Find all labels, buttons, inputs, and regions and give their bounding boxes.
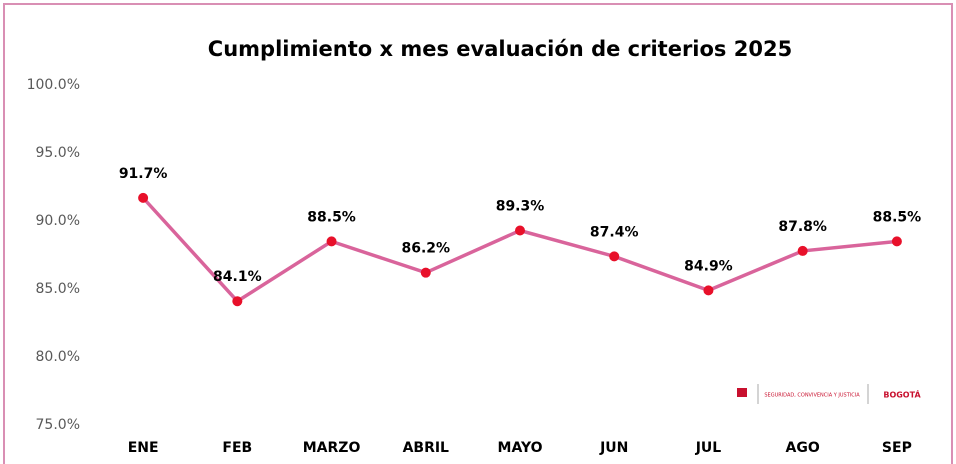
x-tick-label: JUL <box>695 440 722 456</box>
marker <box>797 245 808 256</box>
logo-text: BOGOTÁ <box>883 389 921 400</box>
y-tick-label: 85.0% <box>36 281 80 297</box>
marker <box>326 236 337 247</box>
x-tick-label: MARZO <box>303 440 361 456</box>
marker <box>891 236 902 247</box>
x-tick-label: FEB <box>222 440 252 456</box>
y-tick-label: 75.0% <box>36 417 80 433</box>
y-tick-label: 80.0% <box>36 349 80 365</box>
data-label: 84.1% <box>213 269 262 285</box>
x-tick-label: MAYO <box>498 440 543 456</box>
marker <box>703 285 714 296</box>
marker <box>420 267 431 278</box>
y-tick-label: 90.0% <box>36 213 80 229</box>
data-label: 88.5% <box>307 209 356 225</box>
marker <box>138 192 149 203</box>
logo-text: SEGURIDAD, CONVIVENCIA Y JUSTICIA <box>764 393 860 399</box>
data-label: 86.2% <box>401 241 450 257</box>
data-label: 87.4% <box>590 224 639 240</box>
data-label: 91.7% <box>119 166 168 182</box>
logo-shield <box>737 388 747 397</box>
x-tick-label: ABRIL <box>403 440 449 456</box>
marker <box>609 251 620 262</box>
data-label: 84.9% <box>684 258 733 274</box>
data-label: 88.5% <box>873 209 922 225</box>
marker <box>515 225 525 236</box>
data-label: 89.3% <box>496 199 545 215</box>
data-label: 87.8% <box>778 219 827 235</box>
logo: SEGURIDAD, CONVIVENCIA Y JUSTICIA BOGOTÁ <box>737 384 921 404</box>
x-tick-label: SEP <box>882 440 912 456</box>
x-tick-label: ENE <box>128 440 159 456</box>
marker <box>232 296 243 307</box>
x-tick-label: AGO <box>786 440 820 456</box>
x-tick-label: JUN <box>599 440 628 456</box>
chart-title: Cumplimiento x mes evaluación de criteri… <box>208 37 792 61</box>
chart-border <box>3 3 953 464</box>
y-tick-label: 95.0% <box>36 145 80 161</box>
y-tick-label: 100.0% <box>27 77 80 93</box>
